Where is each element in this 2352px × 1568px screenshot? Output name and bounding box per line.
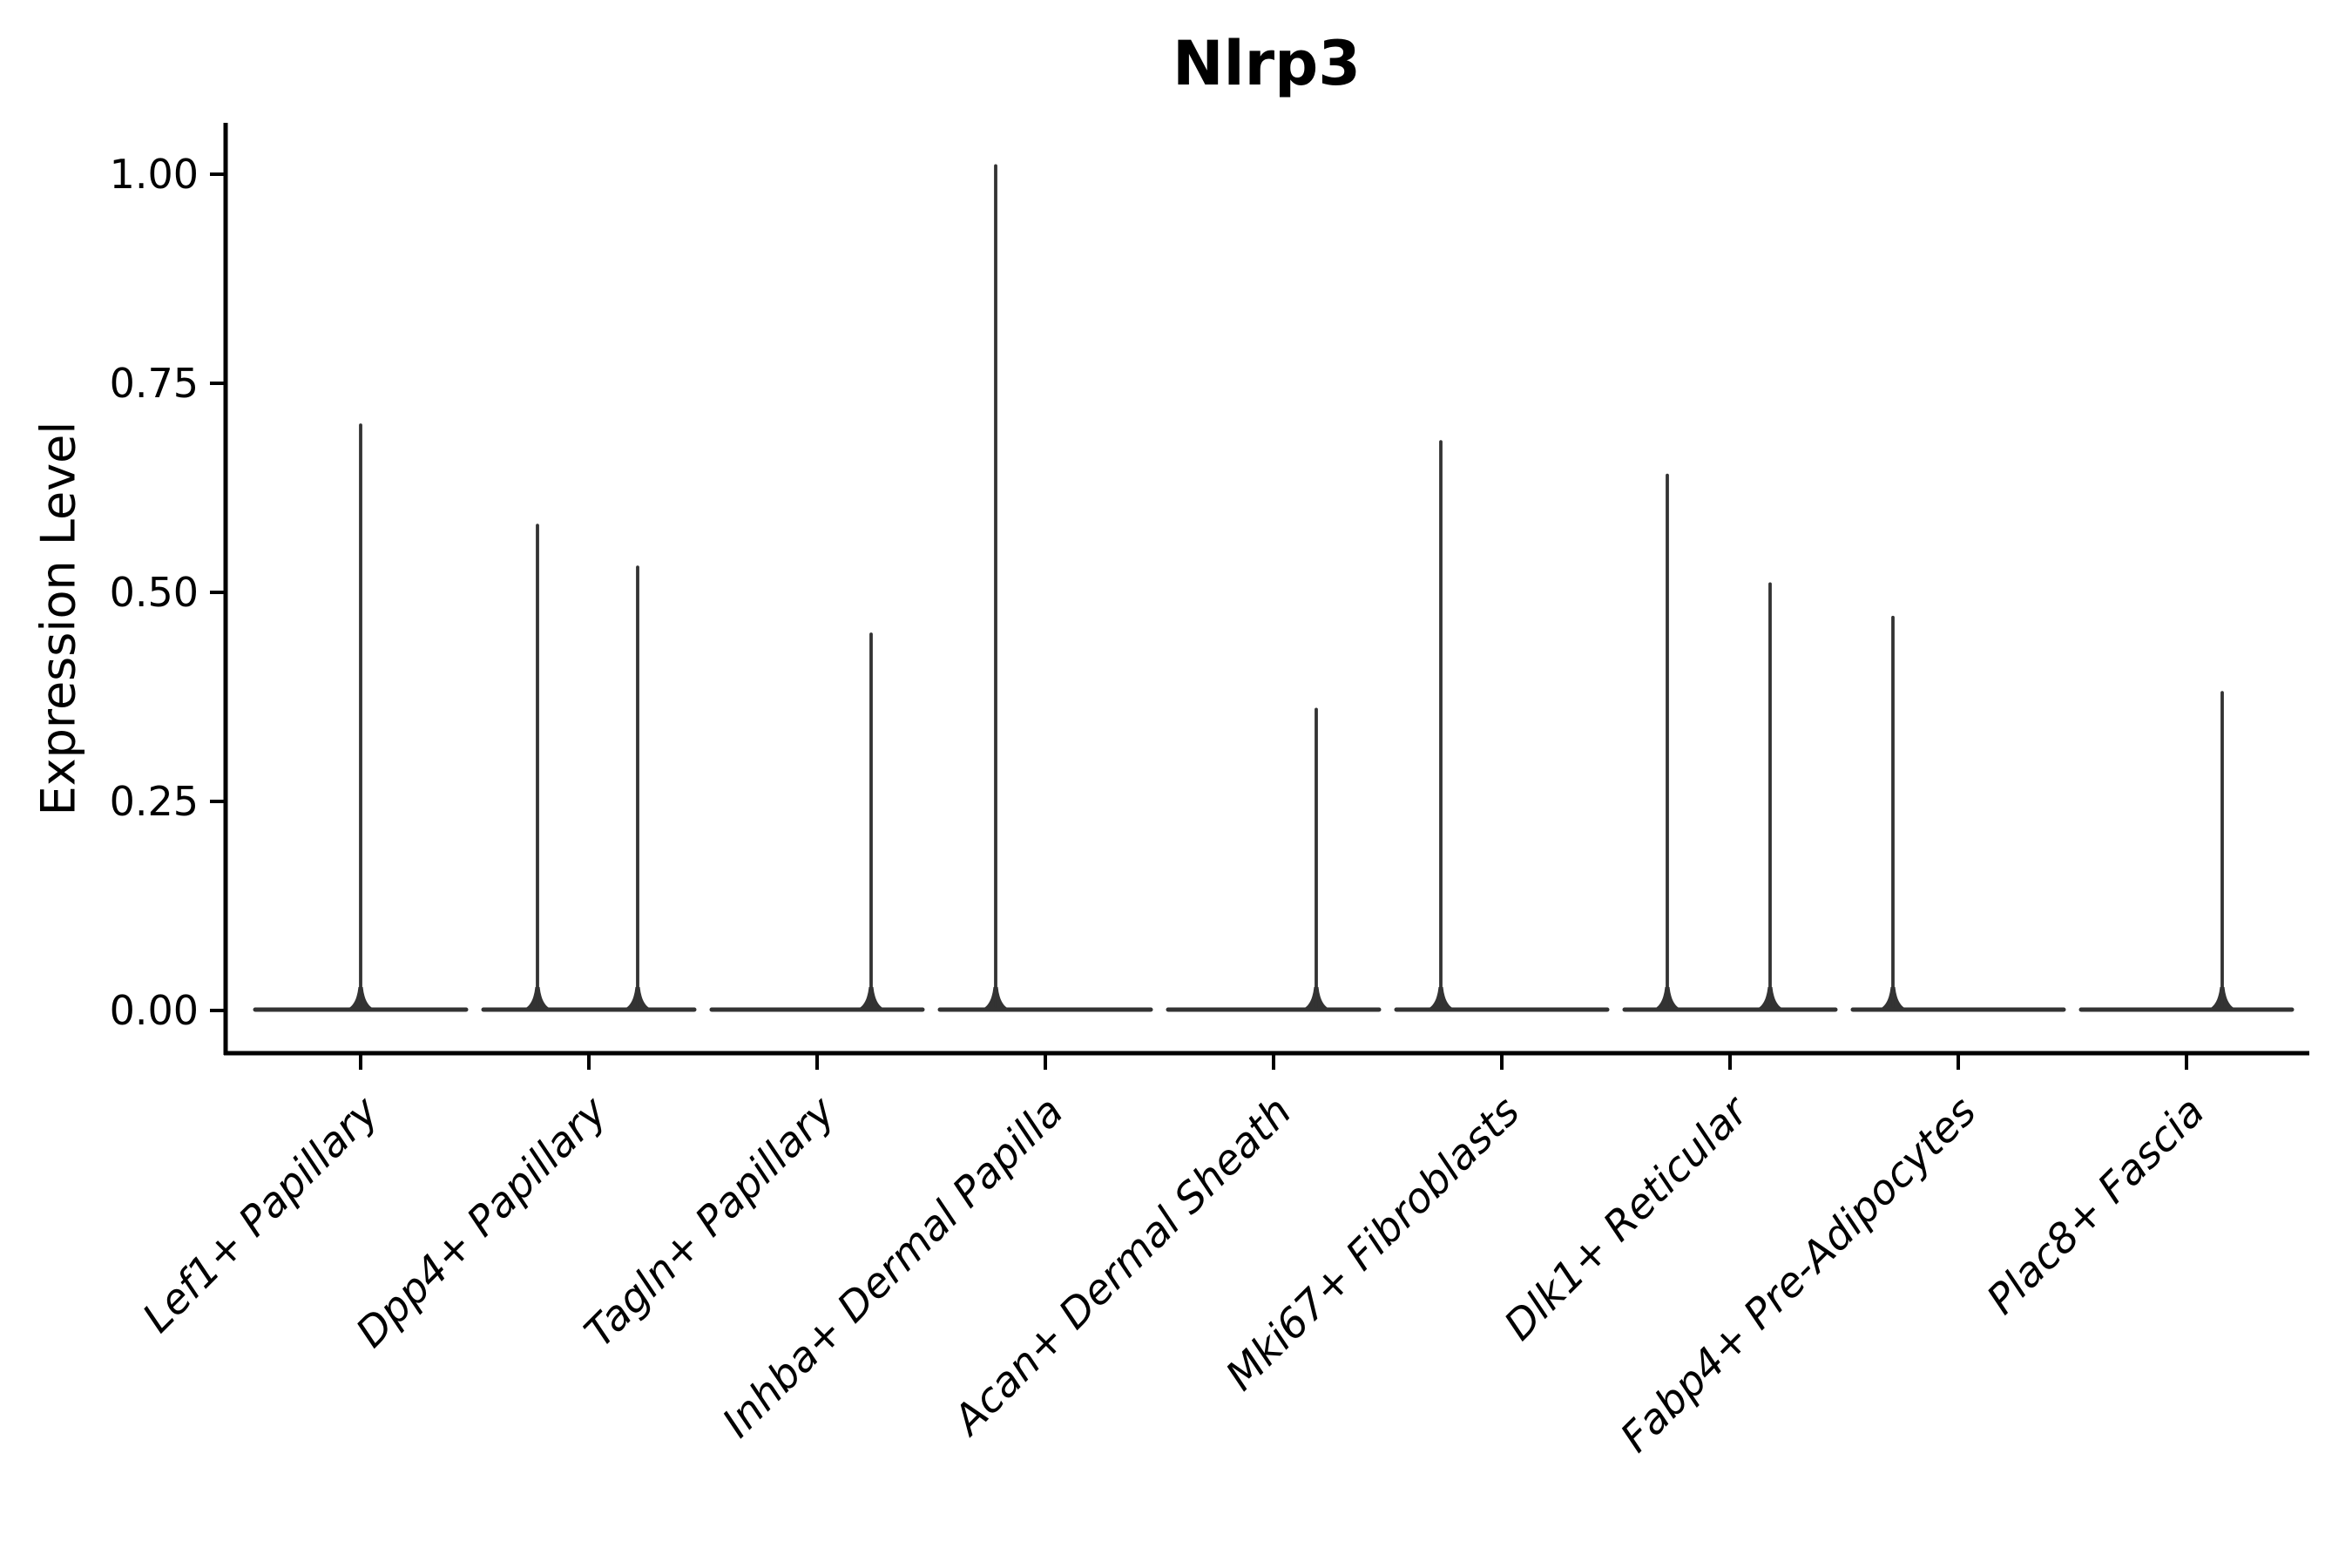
chart-title: Nlrp3 xyxy=(1173,28,1361,99)
y-axis-tick-label: 0.75 xyxy=(110,360,199,407)
y-axis-ticks-group: 1.00 0.75 0.50 0.25 0.00 xyxy=(110,151,226,1034)
y-axis-tick-label: 1.00 xyxy=(110,151,199,198)
y-axis-tick-label: 0.00 xyxy=(110,987,199,1034)
x-axis-tick-label: Dpp4+ Papillary xyxy=(347,1087,617,1357)
x-axis-tick-label: Tagln+ Papillary xyxy=(576,1087,846,1357)
violins-group xyxy=(253,164,2295,1012)
y-axis-tick-label: 0.25 xyxy=(110,778,199,825)
x-axis-tick-label: Dlk1+ Reticular xyxy=(1496,1086,1760,1350)
y-axis-label: Expression Level xyxy=(31,422,86,816)
x-axis-tick-label: Plac8+ Fascia xyxy=(1977,1088,2213,1324)
x-axis-tick-label: Lef1+ Papillary xyxy=(133,1087,389,1342)
y-axis-tick-label: 0.50 xyxy=(110,569,199,616)
